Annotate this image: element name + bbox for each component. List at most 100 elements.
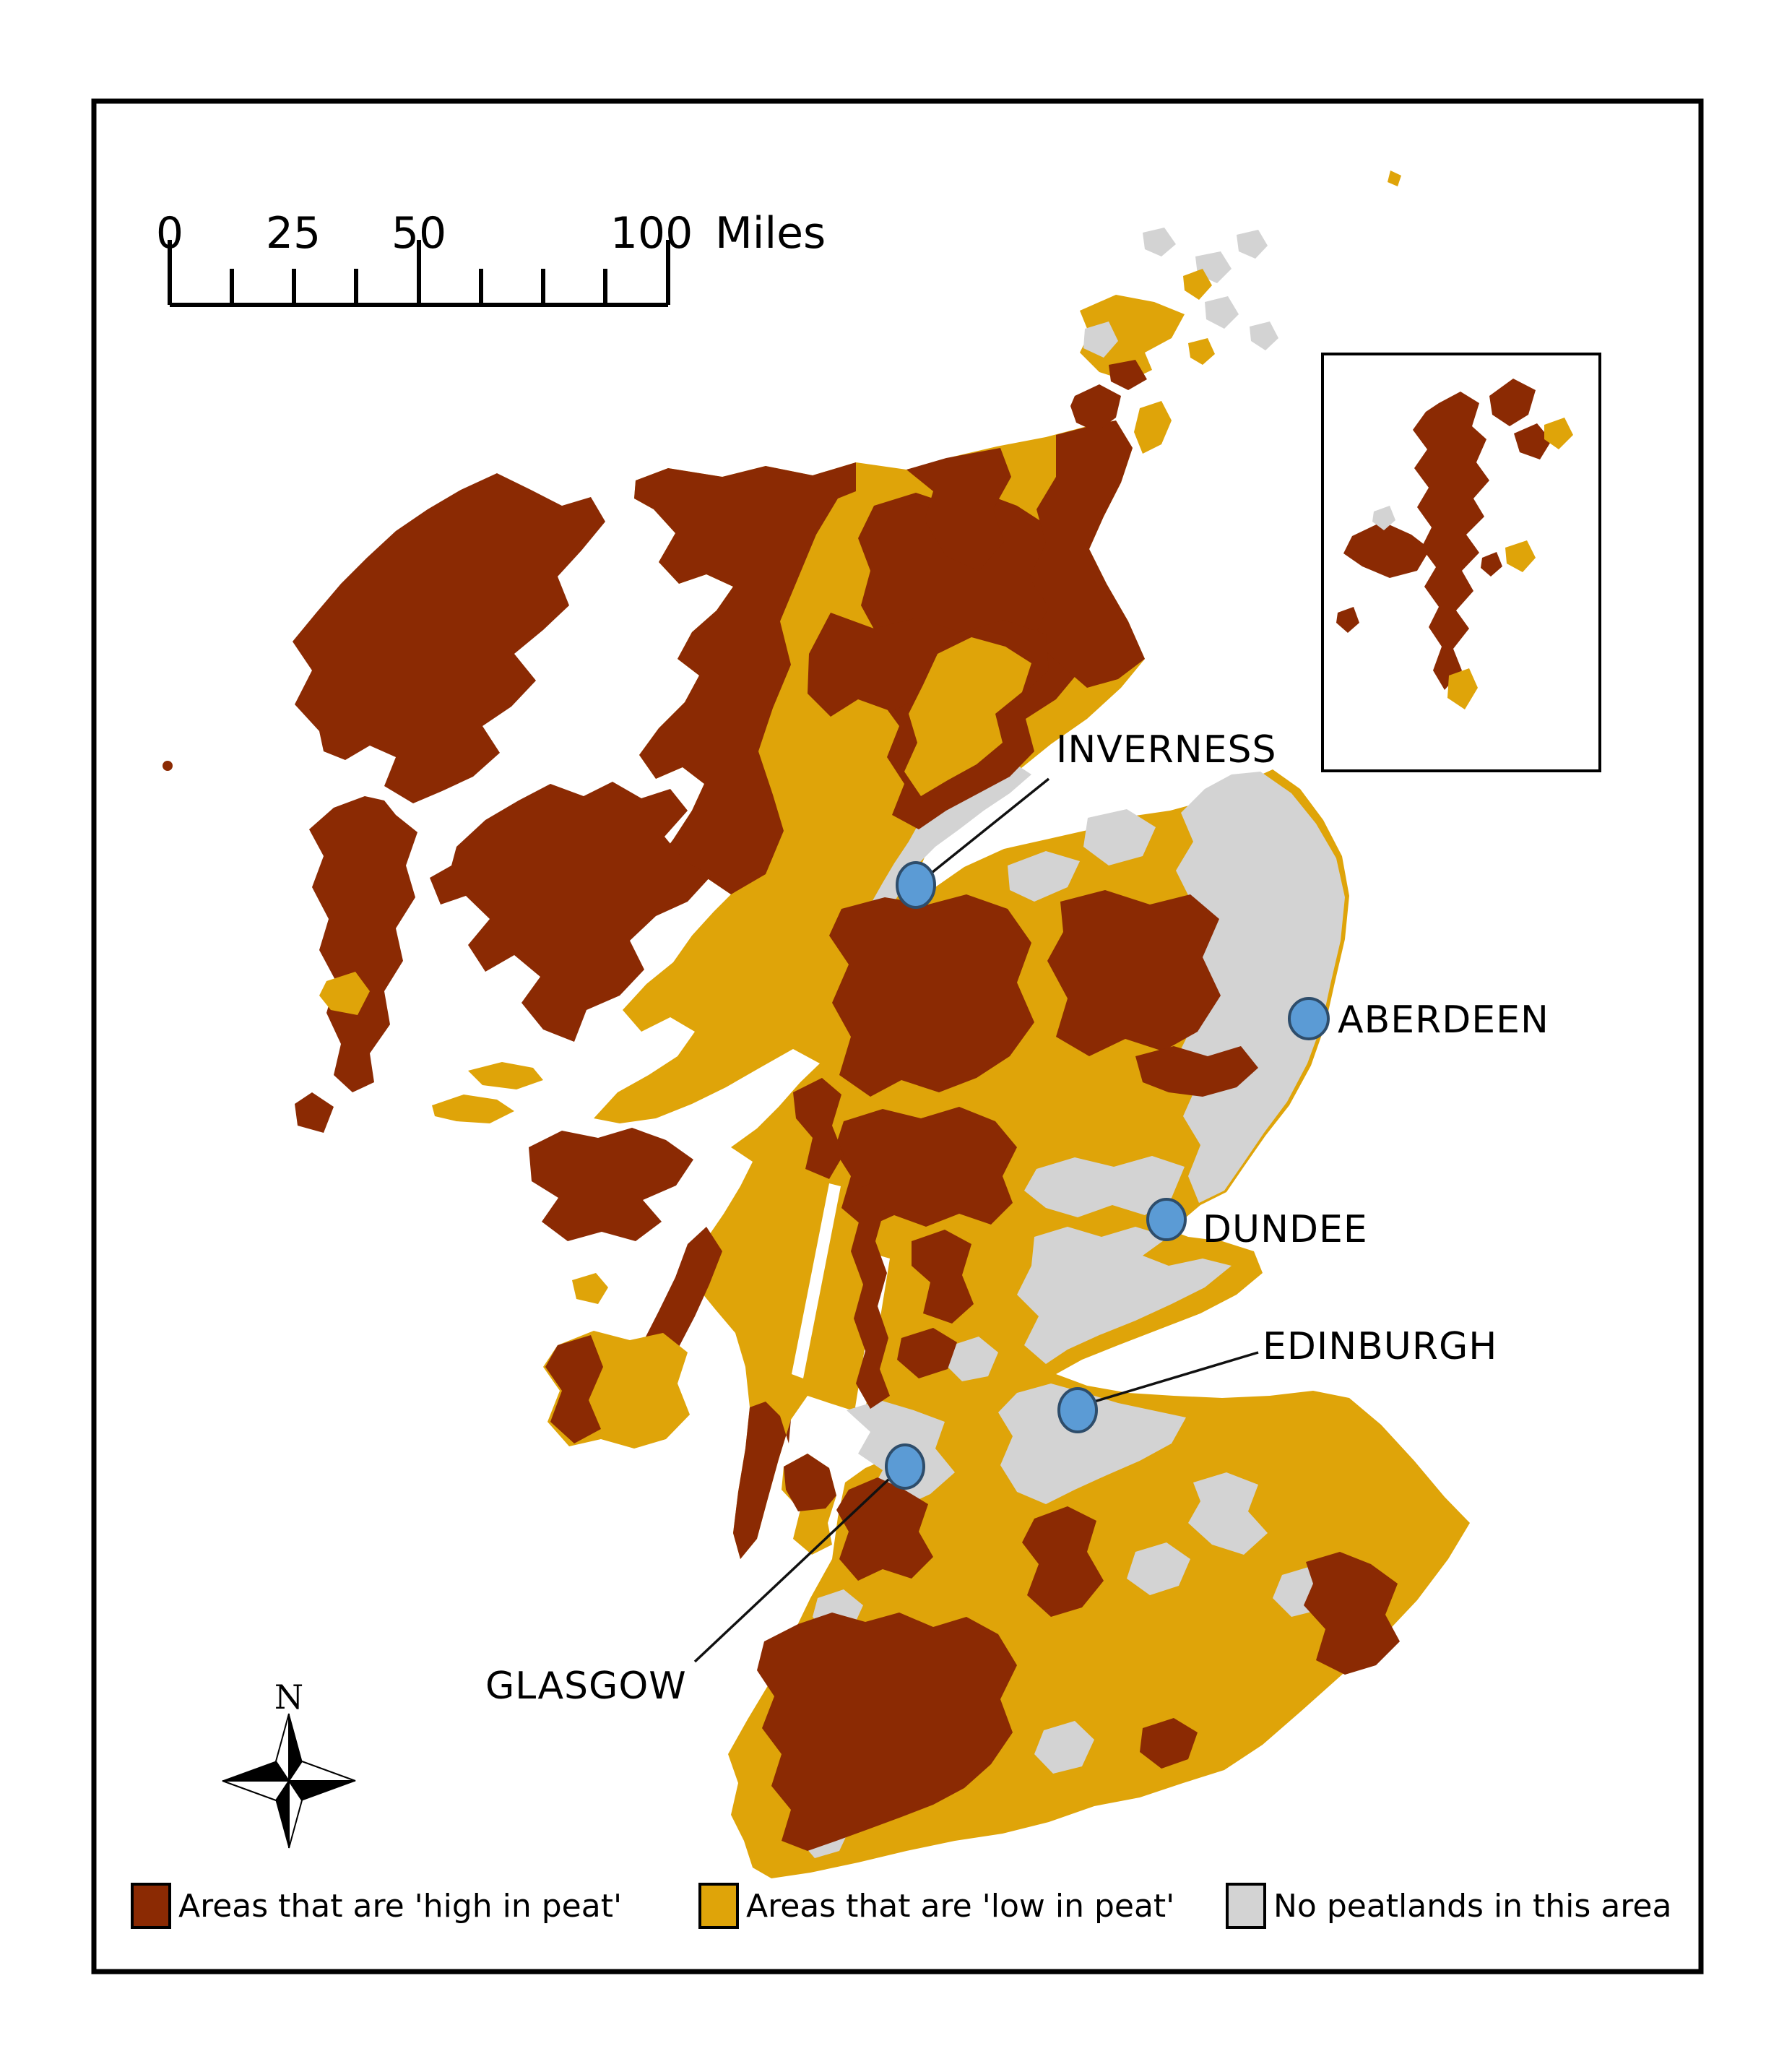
edinburgh-marker: [1057, 1387, 1098, 1433]
shetland-gray-islet: [1372, 506, 1395, 530]
region-moray-gray-2: [1008, 851, 1080, 902]
island-tiree: [432, 1095, 514, 1123]
orkney-isle-gray-3: [1237, 230, 1268, 259]
island-st-kilda: [163, 761, 173, 771]
island-coll: [468, 1062, 543, 1089]
inverness-marker: [896, 861, 936, 909]
island-barra: [295, 1092, 334, 1133]
orkney-isle-gray-5: [1250, 321, 1278, 350]
city-label-inverness: INVERNESS: [1056, 728, 1277, 772]
region-northeast-gray: [1174, 772, 1345, 1203]
city-label-dundee: DUNDEE: [1203, 1208, 1368, 1251]
legend-swatch-high-peat-icon: [131, 1883, 171, 1929]
island-islay-brown: [545, 1335, 603, 1443]
fair-isle: [1388, 170, 1401, 186]
islands: [163, 473, 836, 1555]
island-colonsay: [572, 1273, 608, 1304]
region-lowther-brown: [1022, 1506, 1104, 1617]
high-peat-regions: [634, 420, 1400, 1851]
island-arran-brown: [784, 1454, 836, 1511]
region-black-isle-gray: [870, 762, 1031, 912]
region-cowal-brown: [847, 1183, 890, 1409]
orkney-mainland-gray: [1083, 321, 1118, 358]
legend-label-high-peat: Areas that are 'high in peat': [178, 1887, 623, 1925]
shetland-inset: [1321, 353, 1601, 772]
orkney-hoy-brown: [1070, 384, 1121, 432]
orkney-islands: [1070, 170, 1401, 454]
region-clyde-hills-brown: [836, 1477, 933, 1581]
shetland-foula-brown: [1336, 607, 1359, 633]
scale-label-50: 50: [391, 208, 447, 259]
scale-unit-label: Miles: [715, 208, 826, 259]
legend-item-high-peat: Areas that are 'high in peat': [131, 1882, 622, 1930]
glasgow-marker: [885, 1443, 925, 1490]
region-galloway-brown: [757, 1613, 1017, 1851]
scale-bar: [168, 240, 670, 307]
region-north-coast-brown: [906, 448, 1011, 571]
shetland-fetlar-gold: [1544, 418, 1573, 449]
sea-loch-fyne: [792, 1183, 841, 1378]
region-angus-gray: [1024, 1156, 1185, 1217]
orkney-s-ronaldsay-gold: [1134, 401, 1172, 454]
orkney-burray-gold: [1188, 338, 1215, 365]
city-label-aberdeen: ABERDEEN: [1338, 998, 1549, 1042]
scale-label-25: 25: [265, 208, 321, 259]
orkney-isle-gold-1: [1183, 269, 1212, 300]
region-monadhliath-brown: [829, 894, 1034, 1097]
island-uists: [309, 796, 417, 1092]
map-frame: [91, 98, 1704, 1974]
region-strath-gold-wedge: [904, 637, 1031, 796]
region-moray-gray-1: [1083, 809, 1156, 866]
orkney-mainland-gold: [1080, 295, 1185, 381]
region-lothian-gray: [998, 1384, 1186, 1504]
region-south-coast-brown: [1140, 1718, 1198, 1769]
orkney-isle-gray-1: [1143, 228, 1176, 256]
legend-label-no-peat: No peatlands in this area: [1273, 1887, 1672, 1925]
region-breadalbane-brown: [834, 1107, 1017, 1228]
region-solway-gray: [1034, 1721, 1094, 1774]
region-moffat-brown: [1304, 1552, 1400, 1675]
island-lewis-harris: [293, 473, 605, 803]
inverness-leader-line: [930, 777, 1050, 874]
region-mounth-brown: [1135, 1046, 1258, 1097]
city-label-glasgow: GLASGOW: [485, 1665, 687, 1708]
region-cairngorms-brown: [1047, 890, 1221, 1056]
region-campsie-brown: [897, 1328, 957, 1378]
region-borders-gray-2: [1127, 1542, 1190, 1595]
shetland-whalsay-gold: [1505, 540, 1536, 572]
scale-label-100: 100: [610, 208, 693, 259]
region-caithness-brown: [1029, 420, 1145, 688]
legend-label-low-peat: Areas that are 'low in peat': [746, 1887, 1175, 1925]
compass-north-label: N: [274, 1678, 304, 1717]
island-benbecula-gold: [319, 972, 370, 1015]
legend-swatch-low-peat-icon: [698, 1883, 739, 1929]
region-flow-country-brown: [808, 613, 1049, 717]
region-borders-gray-1: [1188, 1472, 1268, 1555]
legend-item-no-peat: No peatlands in this area: [1226, 1882, 1671, 1930]
orkney-isle-gray-4: [1205, 296, 1239, 329]
region-stirling-gray: [945, 1337, 998, 1381]
city-label-edinburgh: EDINBURGH: [1263, 1325, 1498, 1368]
island-skye: [430, 782, 711, 1042]
region-kintyre-tip-brown: [733, 1402, 791, 1559]
region-argyll-brown-1: [793, 1078, 844, 1179]
region-fife-gray: [1017, 1227, 1232, 1364]
compass-rose: [222, 1713, 356, 1849]
dundee-marker: [1146, 1198, 1187, 1241]
shetland-bressay-brown: [1481, 552, 1502, 577]
compass-west-point-dark: [222, 1761, 290, 1782]
glasgow-leader-line: [693, 1478, 890, 1663]
island-mull: [529, 1128, 693, 1241]
legend-swatch-no-peat-icon: [1226, 1883, 1266, 1929]
scale-label-0: 0: [155, 208, 184, 259]
shetland-yell-brown: [1489, 379, 1536, 426]
aberdeen-marker: [1288, 997, 1330, 1040]
city-markers: [693, 777, 1330, 1663]
region-trossachs-brown: [912, 1230, 974, 1324]
shetland-unst-brown: [1514, 423, 1551, 459]
legend-item-low-peat: Areas that are 'low in peat': [698, 1882, 1174, 1930]
shetland-west-arm-brown: [1343, 522, 1430, 578]
shetland-mainland-brown: [1413, 392, 1489, 690]
